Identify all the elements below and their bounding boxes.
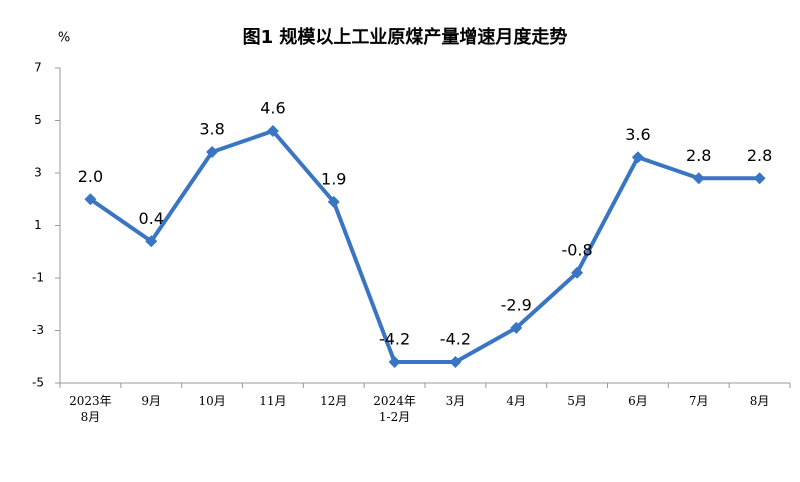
y-tick-label: 1 <box>34 218 42 232</box>
x-tick-label: 11月 <box>259 394 286 408</box>
data-label: -4.2 <box>379 330 410 349</box>
x-tick-label: 6月 <box>628 394 648 408</box>
x-tick-label: 3月 <box>446 394 466 408</box>
marker <box>206 146 219 158</box>
y-tick-label: 5 <box>34 113 42 127</box>
marker <box>571 266 584 279</box>
chart-title: 图1 规模以上工业原煤产量增速月度走势 <box>243 26 568 48</box>
marker <box>753 172 766 185</box>
x-tick-label: 9月 <box>141 394 161 408</box>
marker <box>84 193 97 206</box>
x-tick-label: 7月 <box>689 394 709 408</box>
y-axis-label: % <box>58 31 70 46</box>
data-label: 2.8 <box>686 146 711 165</box>
marker <box>449 356 462 368</box>
data-label: 0.4 <box>139 209 164 228</box>
x-tick-label: 2024年 1-2月 <box>373 394 416 424</box>
y-tick-label: 3 <box>34 166 42 180</box>
data-label: 2.0 <box>78 167 103 186</box>
x-tick-label: 2023年 8月 <box>69 394 112 424</box>
data-label: 1.9 <box>321 169 346 188</box>
x-tick-label: 10月 <box>198 394 225 408</box>
marker <box>388 356 401 368</box>
data-label: -0.8 <box>561 240 592 259</box>
marker <box>631 151 644 164</box>
data-label: 2.8 <box>747 146 772 165</box>
data-label: -4.2 <box>440 330 471 349</box>
y-tick-label: -1 <box>32 271 44 285</box>
x-tick-label: 5月 <box>567 394 587 408</box>
marker <box>510 321 523 334</box>
data-label: 3.8 <box>199 120 224 139</box>
data-label: 4.6 <box>260 99 285 118</box>
y-tick-label: -5 <box>32 376 44 390</box>
marker <box>266 125 279 137</box>
y-tick-label: -3 <box>32 323 44 337</box>
data-label: -2.9 <box>501 295 532 314</box>
marker <box>327 195 340 208</box>
x-tick-label: 4月 <box>506 394 526 408</box>
marker <box>145 235 158 248</box>
x-tick-label: 8月 <box>750 394 770 408</box>
y-tick-label: 7 <box>34 61 42 75</box>
marker <box>692 172 705 185</box>
x-tick-label: 12月 <box>320 394 347 408</box>
line <box>89 129 760 364</box>
data-label: 3.6 <box>625 125 650 144</box>
